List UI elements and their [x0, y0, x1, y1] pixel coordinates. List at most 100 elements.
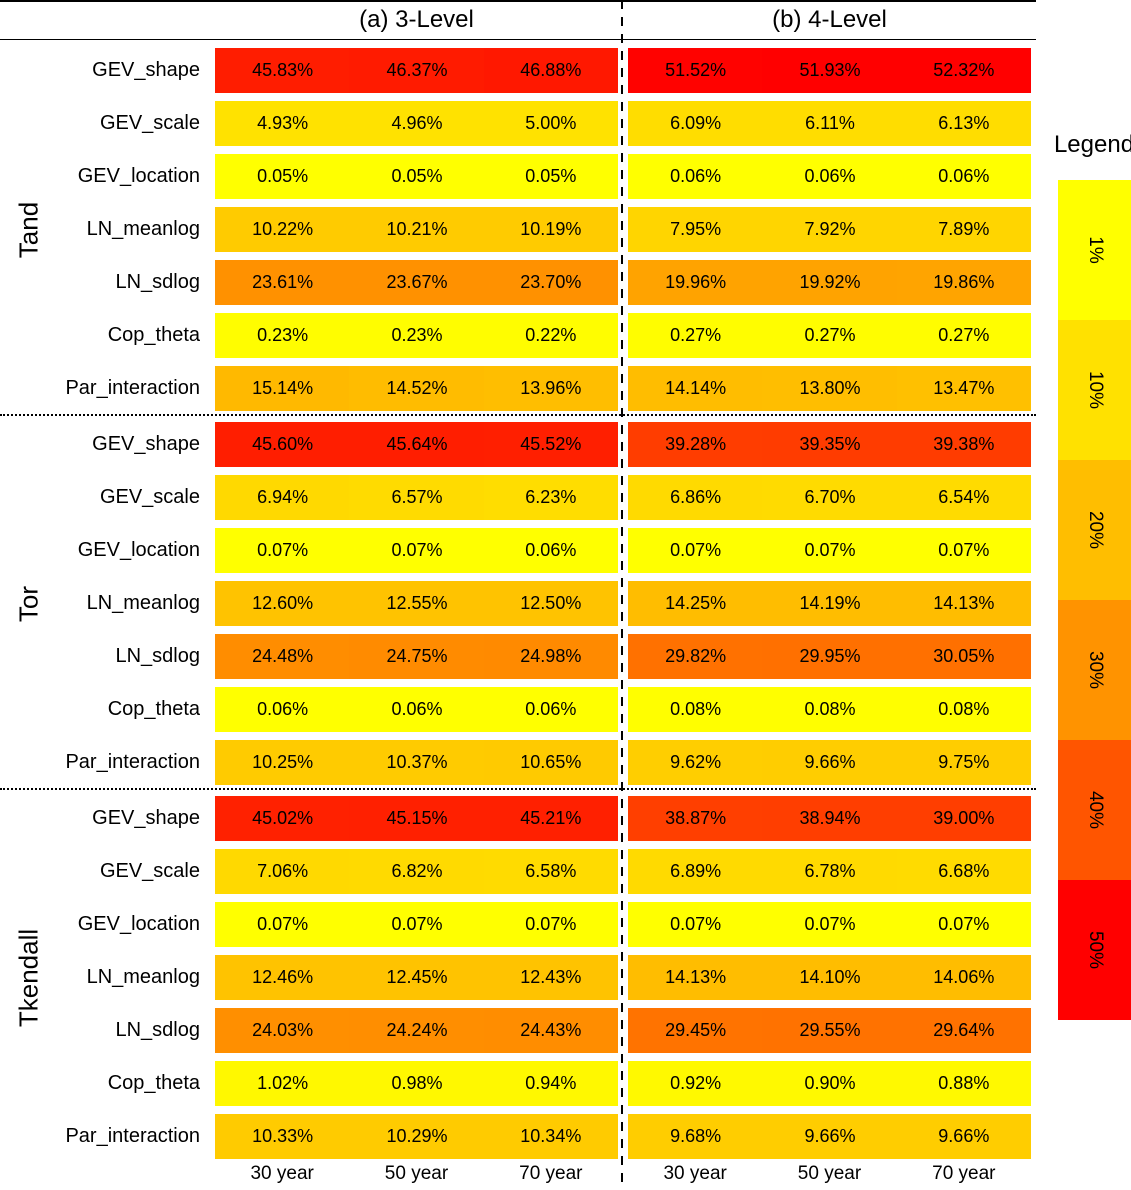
- row-label: LN_sdlog: [115, 271, 200, 293]
- heatmap-cell: 9.62%: [628, 740, 764, 785]
- row-label: LN_sdlog: [115, 1019, 200, 1041]
- heatmap-cell: 0.90%: [762, 1061, 898, 1106]
- heatmap-cell: 0.88%: [896, 1061, 1031, 1106]
- row-label: Cop_theta: [107, 698, 200, 720]
- heatmap-cell: 29.95%: [762, 634, 898, 679]
- heatmap-cell: 0.07%: [762, 528, 898, 573]
- heatmap-cell: 0.07%: [349, 528, 485, 573]
- heatmap-cell: 45.52%: [483, 422, 618, 467]
- heatmap-cell: 24.03%: [215, 1008, 351, 1053]
- row-label: GEV_location: [77, 165, 200, 187]
- heatmap-cell: 30.05%: [896, 634, 1031, 679]
- legend-band: 30%: [1058, 600, 1131, 740]
- column-label: 30 year: [663, 1163, 727, 1184]
- heatmap-cell: 7.06%: [215, 849, 351, 894]
- heatmap-cell: 10.34%: [483, 1114, 618, 1159]
- heatmap-cell: 0.08%: [762, 687, 898, 732]
- legend-band: 1%: [1058, 180, 1131, 320]
- heatmap-cell: 38.94%: [762, 796, 898, 841]
- heatmap-cell: 39.35%: [762, 422, 898, 467]
- heatmap-cell: 19.92%: [762, 260, 898, 305]
- header-underline: [0, 39, 1036, 40]
- legend-band-label: 50%: [1084, 930, 1106, 970]
- heatmap-cell: 12.45%: [349, 955, 485, 1000]
- row-label: GEV_shape: [92, 433, 200, 455]
- heatmap-cell: 39.00%: [896, 796, 1031, 841]
- heatmap-cell: 45.83%: [215, 48, 351, 93]
- row-label: LN_meanlog: [86, 966, 200, 988]
- heatmap-cell: 12.46%: [215, 955, 351, 1000]
- heatmap-cell: 0.08%: [896, 687, 1031, 732]
- heatmap-cell: 24.48%: [215, 634, 351, 679]
- heatmap-cell: 0.07%: [896, 528, 1031, 573]
- heatmap-cell: 0.23%: [349, 313, 485, 358]
- row-label: GEV_scale: [99, 486, 200, 508]
- column-label: 70 year: [932, 1163, 996, 1184]
- heatmap-cell: 9.66%: [896, 1114, 1031, 1159]
- heatmap-cell: 46.37%: [349, 48, 485, 93]
- heatmap-cell: 7.92%: [762, 207, 898, 252]
- heatmap-cell: 10.21%: [349, 207, 485, 252]
- heatmap-cell: 7.95%: [628, 207, 764, 252]
- heatmap-cell: 39.28%: [628, 422, 764, 467]
- heatmap-cell: 0.06%: [483, 687, 618, 732]
- legend-band-label: 20%: [1084, 510, 1106, 550]
- legend-title: Legend: [1053, 131, 1131, 158]
- legend-band: 20%: [1058, 460, 1131, 600]
- heatmap-cell: 0.07%: [349, 902, 485, 947]
- heatmap-cell: 0.06%: [349, 687, 485, 732]
- row-label: GEV_shape: [92, 807, 200, 829]
- heatmap-cell: 10.29%: [349, 1114, 485, 1159]
- heatmap-cell: 0.08%: [628, 687, 764, 732]
- heatmap-cell: 23.61%: [215, 260, 351, 305]
- heatmap-cell: 19.96%: [628, 260, 764, 305]
- heatmap-cell: 5.00%: [483, 101, 618, 146]
- heatmap-cell: 0.06%: [762, 154, 898, 199]
- heatmap-cell: 6.70%: [762, 475, 898, 520]
- heatmap-cell: 14.52%: [349, 366, 485, 411]
- row-label: Cop_theta: [107, 1072, 200, 1094]
- heatmap-cell: 10.25%: [215, 740, 351, 785]
- heatmap-cell: 0.07%: [762, 902, 898, 947]
- row-label: GEV_scale: [99, 112, 200, 134]
- heatmap-cell: 6.78%: [762, 849, 898, 894]
- heatmap-cell: 45.64%: [349, 422, 485, 467]
- heatmap-cell: 19.86%: [896, 260, 1031, 305]
- heatmap-cell: 6.82%: [349, 849, 485, 894]
- heatmap-cell: 0.07%: [483, 902, 618, 947]
- row-label: Par_interaction: [65, 377, 200, 399]
- top-border-line: [0, 0, 1036, 2]
- heatmap-cell: 29.64%: [896, 1008, 1031, 1053]
- heatmap-cell: 6.23%: [483, 475, 618, 520]
- legend-band-label: 30%: [1084, 650, 1106, 690]
- heatmap-cell: 9.75%: [896, 740, 1031, 785]
- heatmap-cell: 0.07%: [896, 902, 1031, 947]
- group-separator-dotted-line: [0, 788, 1036, 790]
- column-label: 70 year: [519, 1163, 583, 1184]
- row-label: GEV_location: [77, 539, 200, 561]
- heatmap-cell: 45.60%: [215, 422, 351, 467]
- heatmap-cell: 9.66%: [762, 740, 898, 785]
- heatmap-cell: 0.94%: [483, 1061, 618, 1106]
- heatmap-cell: 6.86%: [628, 475, 764, 520]
- heatmap-cell: 0.06%: [215, 687, 351, 732]
- heatmap-cell: 6.58%: [483, 849, 618, 894]
- heatmap-cell: 6.94%: [215, 475, 351, 520]
- heatmap-cell: 0.27%: [628, 313, 764, 358]
- heatmap-cell: 13.96%: [483, 366, 618, 411]
- row-label: Par_interaction: [65, 1125, 200, 1147]
- heatmap-cell: 6.13%: [896, 101, 1031, 146]
- heatmap-cell: 52.32%: [896, 48, 1031, 93]
- heatmap-cell: 29.82%: [628, 634, 764, 679]
- heatmap-cell: 0.07%: [215, 902, 351, 947]
- heatmap-cell: 6.68%: [896, 849, 1031, 894]
- heatmap-cell: 9.66%: [762, 1114, 898, 1159]
- heatmap-cell: 10.65%: [483, 740, 618, 785]
- heatmap-cell: 15.14%: [215, 366, 351, 411]
- heatmap-cell: 0.06%: [483, 528, 618, 573]
- heatmap-cell: 0.07%: [628, 528, 764, 573]
- heatmap-cell: 24.43%: [483, 1008, 618, 1053]
- heatmap-cell: 29.55%: [762, 1008, 898, 1053]
- heatmap-cell: 0.05%: [215, 154, 351, 199]
- heatmap-cell: 14.13%: [896, 581, 1031, 626]
